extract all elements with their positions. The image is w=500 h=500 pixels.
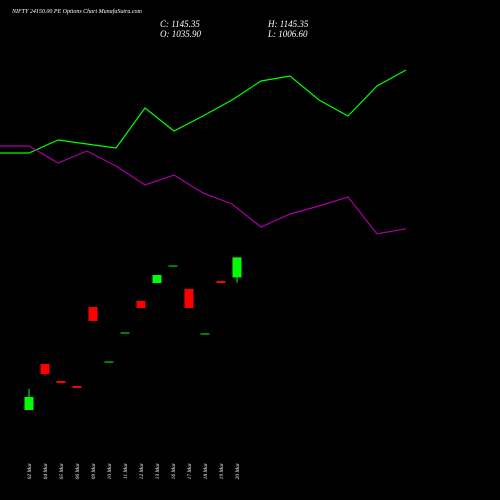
ohlc-low: L: 1006.60 <box>267 29 308 39</box>
candle-body <box>104 361 114 363</box>
x-tick-label: 19 Mar <box>219 462 225 479</box>
ohlc-close: C: 1145.35 <box>160 19 200 29</box>
x-tick-label: 09 Mar <box>91 462 97 479</box>
candle-body <box>216 280 226 283</box>
x-tick-label: 17 Mar <box>187 462 193 479</box>
x-tick-label: 16 Mar <box>171 462 177 479</box>
candle-body <box>72 386 82 389</box>
x-tick-label: 20 Mar <box>235 462 241 479</box>
candle-body <box>152 274 162 283</box>
candle-body <box>40 364 50 374</box>
x-tick-label: 12 Mar <box>139 462 145 479</box>
candle-body <box>168 265 178 267</box>
x-tick-label: 10 Mar <box>107 462 113 479</box>
candle-body <box>232 257 242 278</box>
x-tick-label: 06 Mar <box>75 462 81 479</box>
x-tick-label: 13 Mar <box>155 462 161 479</box>
candle-body <box>184 289 194 308</box>
indicator-line <box>0 69 407 154</box>
candle-body <box>88 307 98 321</box>
x-tick-label: 04 Mar <box>42 462 49 479</box>
candle-body <box>56 381 66 383</box>
ohlc-open: O: 1035.90 <box>160 29 201 39</box>
candle-body <box>120 332 130 334</box>
ohlc-high: H: 1145.35 <box>267 19 309 29</box>
x-tick-label: 11 Mar <box>123 462 129 479</box>
indicator-line <box>0 145 407 235</box>
x-tick-label: 02 Mar <box>27 462 33 479</box>
x-tick-label: 05 Mar <box>59 462 65 479</box>
candle-body <box>24 397 34 411</box>
candle-body <box>136 300 146 308</box>
x-tick-label: 18 Mar <box>203 462 209 479</box>
chart-title: NIFTY 24150.00 PE Options Chart MunafaSu… <box>11 8 143 15</box>
candle-body <box>200 333 210 335</box>
